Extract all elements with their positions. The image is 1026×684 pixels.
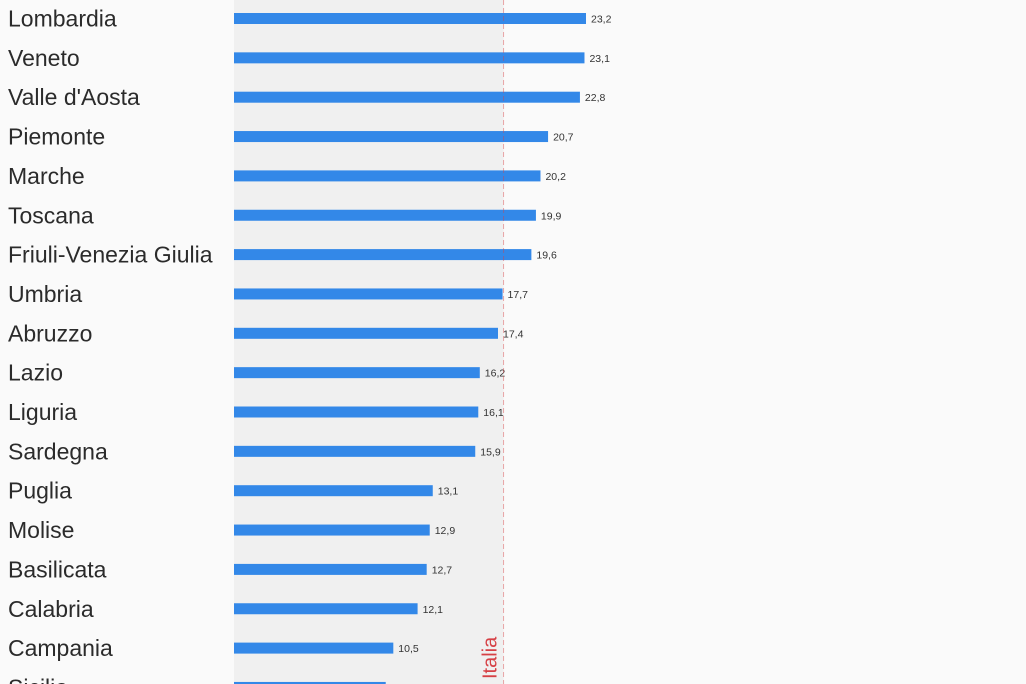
bar xyxy=(234,170,541,182)
bar xyxy=(234,445,476,457)
category-label: Sardegna xyxy=(8,438,108,464)
category-label: Lazio xyxy=(8,360,63,386)
value-label: 15,9 xyxy=(480,446,501,458)
value-label: 12,7 xyxy=(432,564,453,576)
value-label: 17,7 xyxy=(508,289,529,301)
category-label: Abruzzo xyxy=(8,320,92,346)
category-label: Umbria xyxy=(8,281,82,307)
value-label: 16,1 xyxy=(483,407,504,419)
bar xyxy=(234,367,480,379)
bar xyxy=(234,13,586,24)
value-label: 12,9 xyxy=(435,525,456,537)
category-label: Piemonte xyxy=(8,124,105,150)
bar xyxy=(234,406,479,418)
bar xyxy=(234,91,580,103)
value-label: 16,2 xyxy=(485,368,506,380)
category-label: Toscana xyxy=(8,202,94,228)
bars-group: 23,2 23,1 22,8 20,7 20,2 19,9 19,6 17,7 17,4 16,2… xyxy=(234,13,612,684)
value-label: 10,5 xyxy=(398,643,419,655)
category-label: Friuli-Venezia Giulia xyxy=(8,242,213,268)
bar xyxy=(234,485,433,497)
bar xyxy=(234,563,427,575)
category-label: Puglia xyxy=(8,478,72,504)
bar xyxy=(234,524,430,536)
bar xyxy=(234,288,503,300)
value-label: 13,1 xyxy=(438,486,459,498)
value-label: 23,2 xyxy=(591,14,612,26)
value-label: 17,4 xyxy=(503,328,524,340)
category-label: Marche xyxy=(8,163,85,189)
category-label: Liguria xyxy=(8,399,77,425)
bar xyxy=(234,642,394,654)
category-label: Lombardia xyxy=(8,6,117,32)
bar xyxy=(234,327,498,339)
value-label: 19,9 xyxy=(541,210,562,222)
value-label: 10 xyxy=(391,682,403,684)
category-label: Sicilia xyxy=(8,674,68,684)
category-label: Valle d'Aosta xyxy=(8,84,140,110)
value-label: 22,8 xyxy=(585,92,606,104)
value-label: 19,6 xyxy=(536,250,557,262)
value-label: 12,1 xyxy=(423,604,444,616)
value-label: 20,2 xyxy=(545,171,566,183)
category-label: Campania xyxy=(8,635,113,661)
bar xyxy=(234,131,549,143)
bar xyxy=(234,249,532,261)
value-label: 20,7 xyxy=(553,132,574,144)
category-label: Molise xyxy=(8,517,74,543)
category-label: Calabria xyxy=(8,596,94,622)
category-label: Basilicata xyxy=(8,556,107,582)
bar xyxy=(234,209,536,221)
bar xyxy=(234,52,585,64)
italia-reference-label: Italia xyxy=(480,636,502,679)
value-label: 23,1 xyxy=(589,53,610,65)
category-label: Veneto xyxy=(8,45,80,71)
bar xyxy=(234,681,386,684)
bar xyxy=(234,603,418,615)
